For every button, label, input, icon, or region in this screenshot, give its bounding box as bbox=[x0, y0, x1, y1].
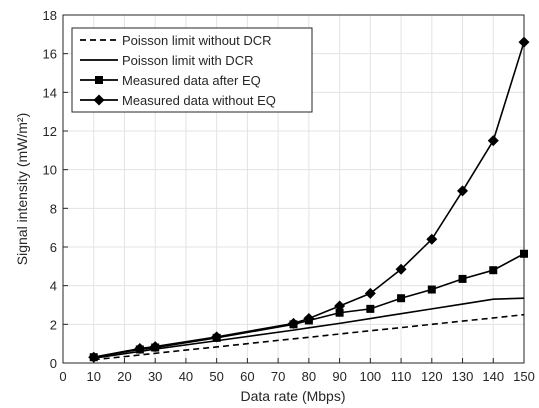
marker bbox=[397, 294, 406, 303]
marker bbox=[487, 135, 499, 147]
marker bbox=[520, 249, 528, 258]
y-tick-label: 14 bbox=[43, 85, 57, 100]
y-axis-label: Signal intensity (mW/m²) bbox=[14, 113, 30, 265]
y-tick-label: 6 bbox=[50, 240, 57, 255]
x-tick-label: 100 bbox=[359, 369, 381, 384]
marker bbox=[366, 304, 375, 313]
marker bbox=[134, 343, 146, 354]
x-tick-label: 140 bbox=[482, 369, 504, 384]
legend-label: Measured data without EQ bbox=[122, 93, 276, 108]
legend-marker bbox=[95, 76, 103, 84]
x-tick-label: 30 bbox=[148, 369, 162, 384]
x-tick-label: 110 bbox=[391, 369, 412, 384]
marker bbox=[364, 287, 376, 299]
legend-box bbox=[71, 27, 313, 113]
x-axis-label: Data rate (Mbps) bbox=[240, 388, 345, 404]
marker bbox=[88, 351, 100, 363]
marker bbox=[303, 313, 315, 325]
marker bbox=[334, 300, 346, 312]
marker bbox=[211, 331, 223, 343]
legend-label: Measured data after EQ bbox=[122, 73, 261, 88]
x-tick-label: 150 bbox=[513, 369, 535, 384]
y-tick-label: 16 bbox=[43, 47, 57, 62]
x-tick-label: 20 bbox=[117, 369, 131, 384]
marker bbox=[335, 308, 344, 317]
x-tick-label: 40 bbox=[179, 369, 193, 384]
series-line bbox=[93, 313, 525, 361]
marker bbox=[426, 233, 438, 245]
y-tick-label: 12 bbox=[43, 124, 57, 139]
y-tick-label: 18 bbox=[43, 8, 57, 23]
x-tick-label: 50 bbox=[209, 369, 223, 384]
x-tick-label: 80 bbox=[302, 369, 316, 384]
marker bbox=[458, 274, 467, 283]
x-tick-label: 120 bbox=[421, 369, 443, 384]
x-tick-label: 70 bbox=[271, 369, 285, 384]
y-tick-label: 0 bbox=[50, 356, 57, 371]
marker bbox=[288, 317, 299, 329]
marker bbox=[395, 263, 407, 275]
legend-label: Poisson limit with DCR bbox=[122, 53, 253, 68]
marker bbox=[518, 36, 530, 48]
x-tick-label: 130 bbox=[452, 369, 474, 384]
x-tick-label: 10 bbox=[86, 369, 100, 384]
marker bbox=[489, 266, 498, 275]
legend-label: Poisson limit without DCR bbox=[122, 33, 272, 48]
y-tick-label: 8 bbox=[50, 201, 57, 216]
marker bbox=[457, 185, 469, 197]
legend: Poisson limit without DCR Poisson limit w… bbox=[71, 27, 313, 113]
x-tick-label: 60 bbox=[240, 369, 254, 384]
legend-marker bbox=[93, 94, 105, 106]
y-tick-label: 2 bbox=[50, 317, 57, 332]
marker bbox=[149, 341, 161, 353]
x-tick-label: 90 bbox=[332, 369, 346, 384]
marker bbox=[427, 285, 436, 294]
y-tick-label: 4 bbox=[50, 279, 57, 294]
x-tick-label: 0 bbox=[59, 369, 66, 384]
y-tick-label: 10 bbox=[43, 163, 57, 178]
axes-box bbox=[62, 14, 525, 364]
